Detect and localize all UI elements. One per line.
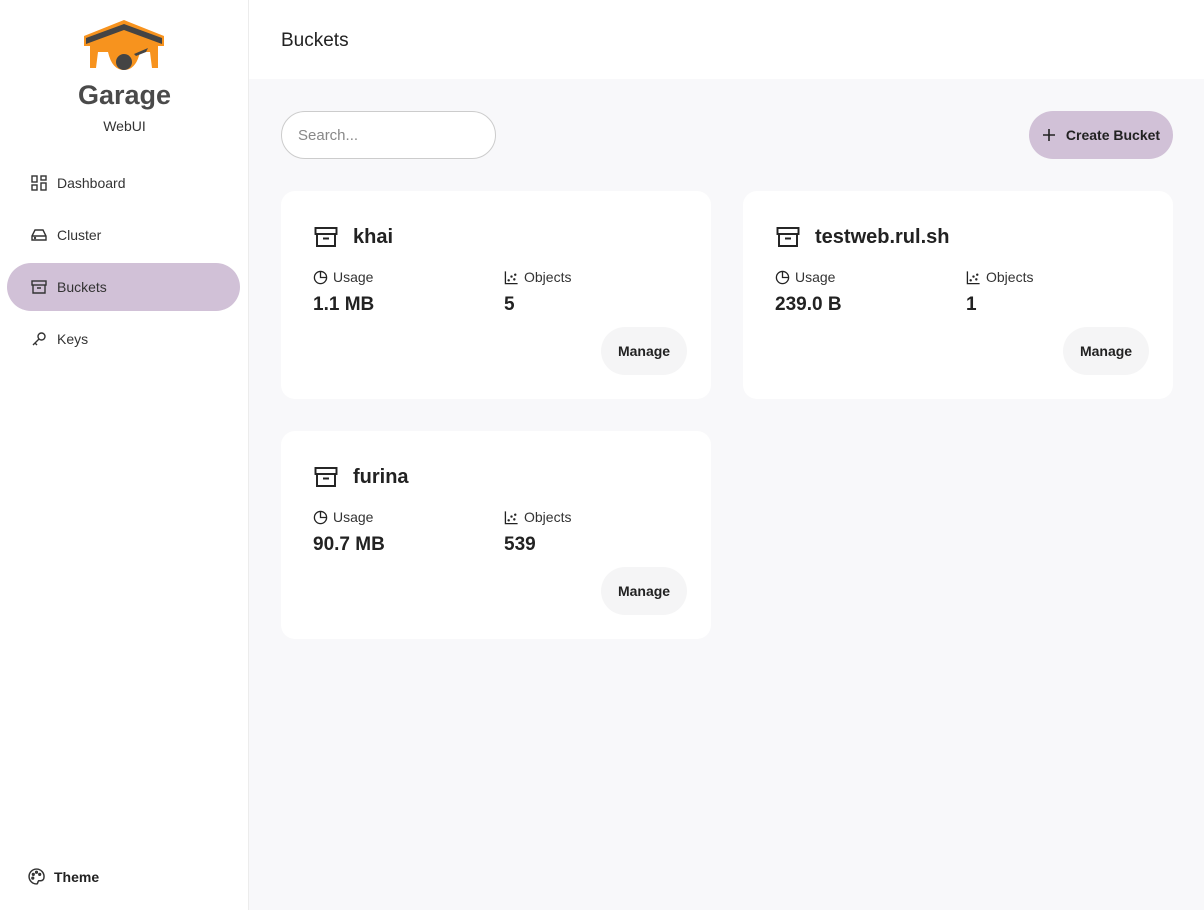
manage-button[interactable]: Manage — [1063, 327, 1149, 375]
create-bucket-button[interactable]: Create Bucket — [1029, 111, 1173, 159]
archive-icon — [776, 227, 800, 247]
header: Buckets — [249, 0, 1204, 79]
scatter-chart-icon — [504, 510, 518, 524]
usage-value: 1.1 MB — [313, 294, 375, 315]
objects-label: Objects — [986, 269, 1034, 285]
sidebar-item-buckets[interactable]: Buckets — [7, 263, 240, 311]
bucket-card: testweb.rul.sh Usage 239.0 B Objects 1 M… — [743, 191, 1173, 399]
archive-icon — [314, 227, 338, 247]
sidebar-item-label: Dashboard — [57, 175, 126, 191]
usage-label: Usage — [333, 269, 374, 285]
pie-chart-icon — [313, 270, 328, 284]
bucket-card: khai Usage 1.1 MB Objects 5 Manage — [281, 191, 711, 399]
brand-subtitle: WebUI — [103, 118, 146, 134]
archive-icon — [31, 280, 47, 294]
usage-value: 90.7 MB — [313, 534, 385, 555]
objects-value: 539 — [504, 534, 536, 555]
brand-name: Garage — [77, 80, 172, 110]
archive-icon — [314, 467, 338, 487]
key-icon — [32, 332, 46, 346]
objects-label: Objects — [524, 509, 572, 525]
sidebar-item-label: Cluster — [57, 227, 102, 243]
sidebar-item-cluster[interactable]: Cluster — [7, 211, 240, 259]
usage-label: Usage — [333, 509, 374, 525]
manage-button[interactable]: Manage — [601, 567, 687, 615]
scatter-chart-icon — [504, 270, 518, 284]
usage-value: 239.0 B — [775, 294, 842, 315]
palette-icon — [28, 868, 45, 885]
plus-icon — [1042, 129, 1055, 141]
theme-button[interactable]: Theme — [28, 868, 99, 885]
bucket-name: furina — [353, 465, 409, 488]
bucket-name: testweb.rul.sh — [815, 225, 950, 248]
sidebar: Garage WebUI Dashboard Cluster Buckets K… — [0, 0, 249, 910]
search-input[interactable] — [281, 111, 496, 159]
bucket-card: furina Usage 90.7 MB Objects 539 Manage — [281, 431, 711, 639]
objects-label: Objects — [524, 269, 572, 285]
pie-chart-icon — [775, 270, 790, 284]
pie-chart-icon — [313, 510, 328, 524]
sidebar-item-label: Buckets — [57, 279, 107, 295]
scatter-chart-icon — [966, 270, 980, 284]
sidebar-item-dashboard[interactable]: Dashboard — [7, 159, 240, 207]
sidebar-item-keys[interactable]: Keys — [7, 315, 240, 363]
objects-value: 5 — [504, 294, 515, 315]
page-title: Buckets — [281, 30, 349, 51]
manage-button[interactable]: Manage — [601, 327, 687, 375]
create-bucket-label: Create Bucket — [1065, 127, 1161, 143]
sidebar-item-label: Keys — [57, 331, 89, 347]
bucket-name: khai — [353, 225, 394, 248]
objects-value: 1 — [966, 294, 977, 315]
dashboard-icon — [31, 175, 47, 191]
hard-drive-icon — [31, 229, 47, 241]
usage-label: Usage — [795, 269, 836, 285]
garage-logo — [84, 20, 164, 70]
theme-label: Theme — [54, 868, 100, 885]
